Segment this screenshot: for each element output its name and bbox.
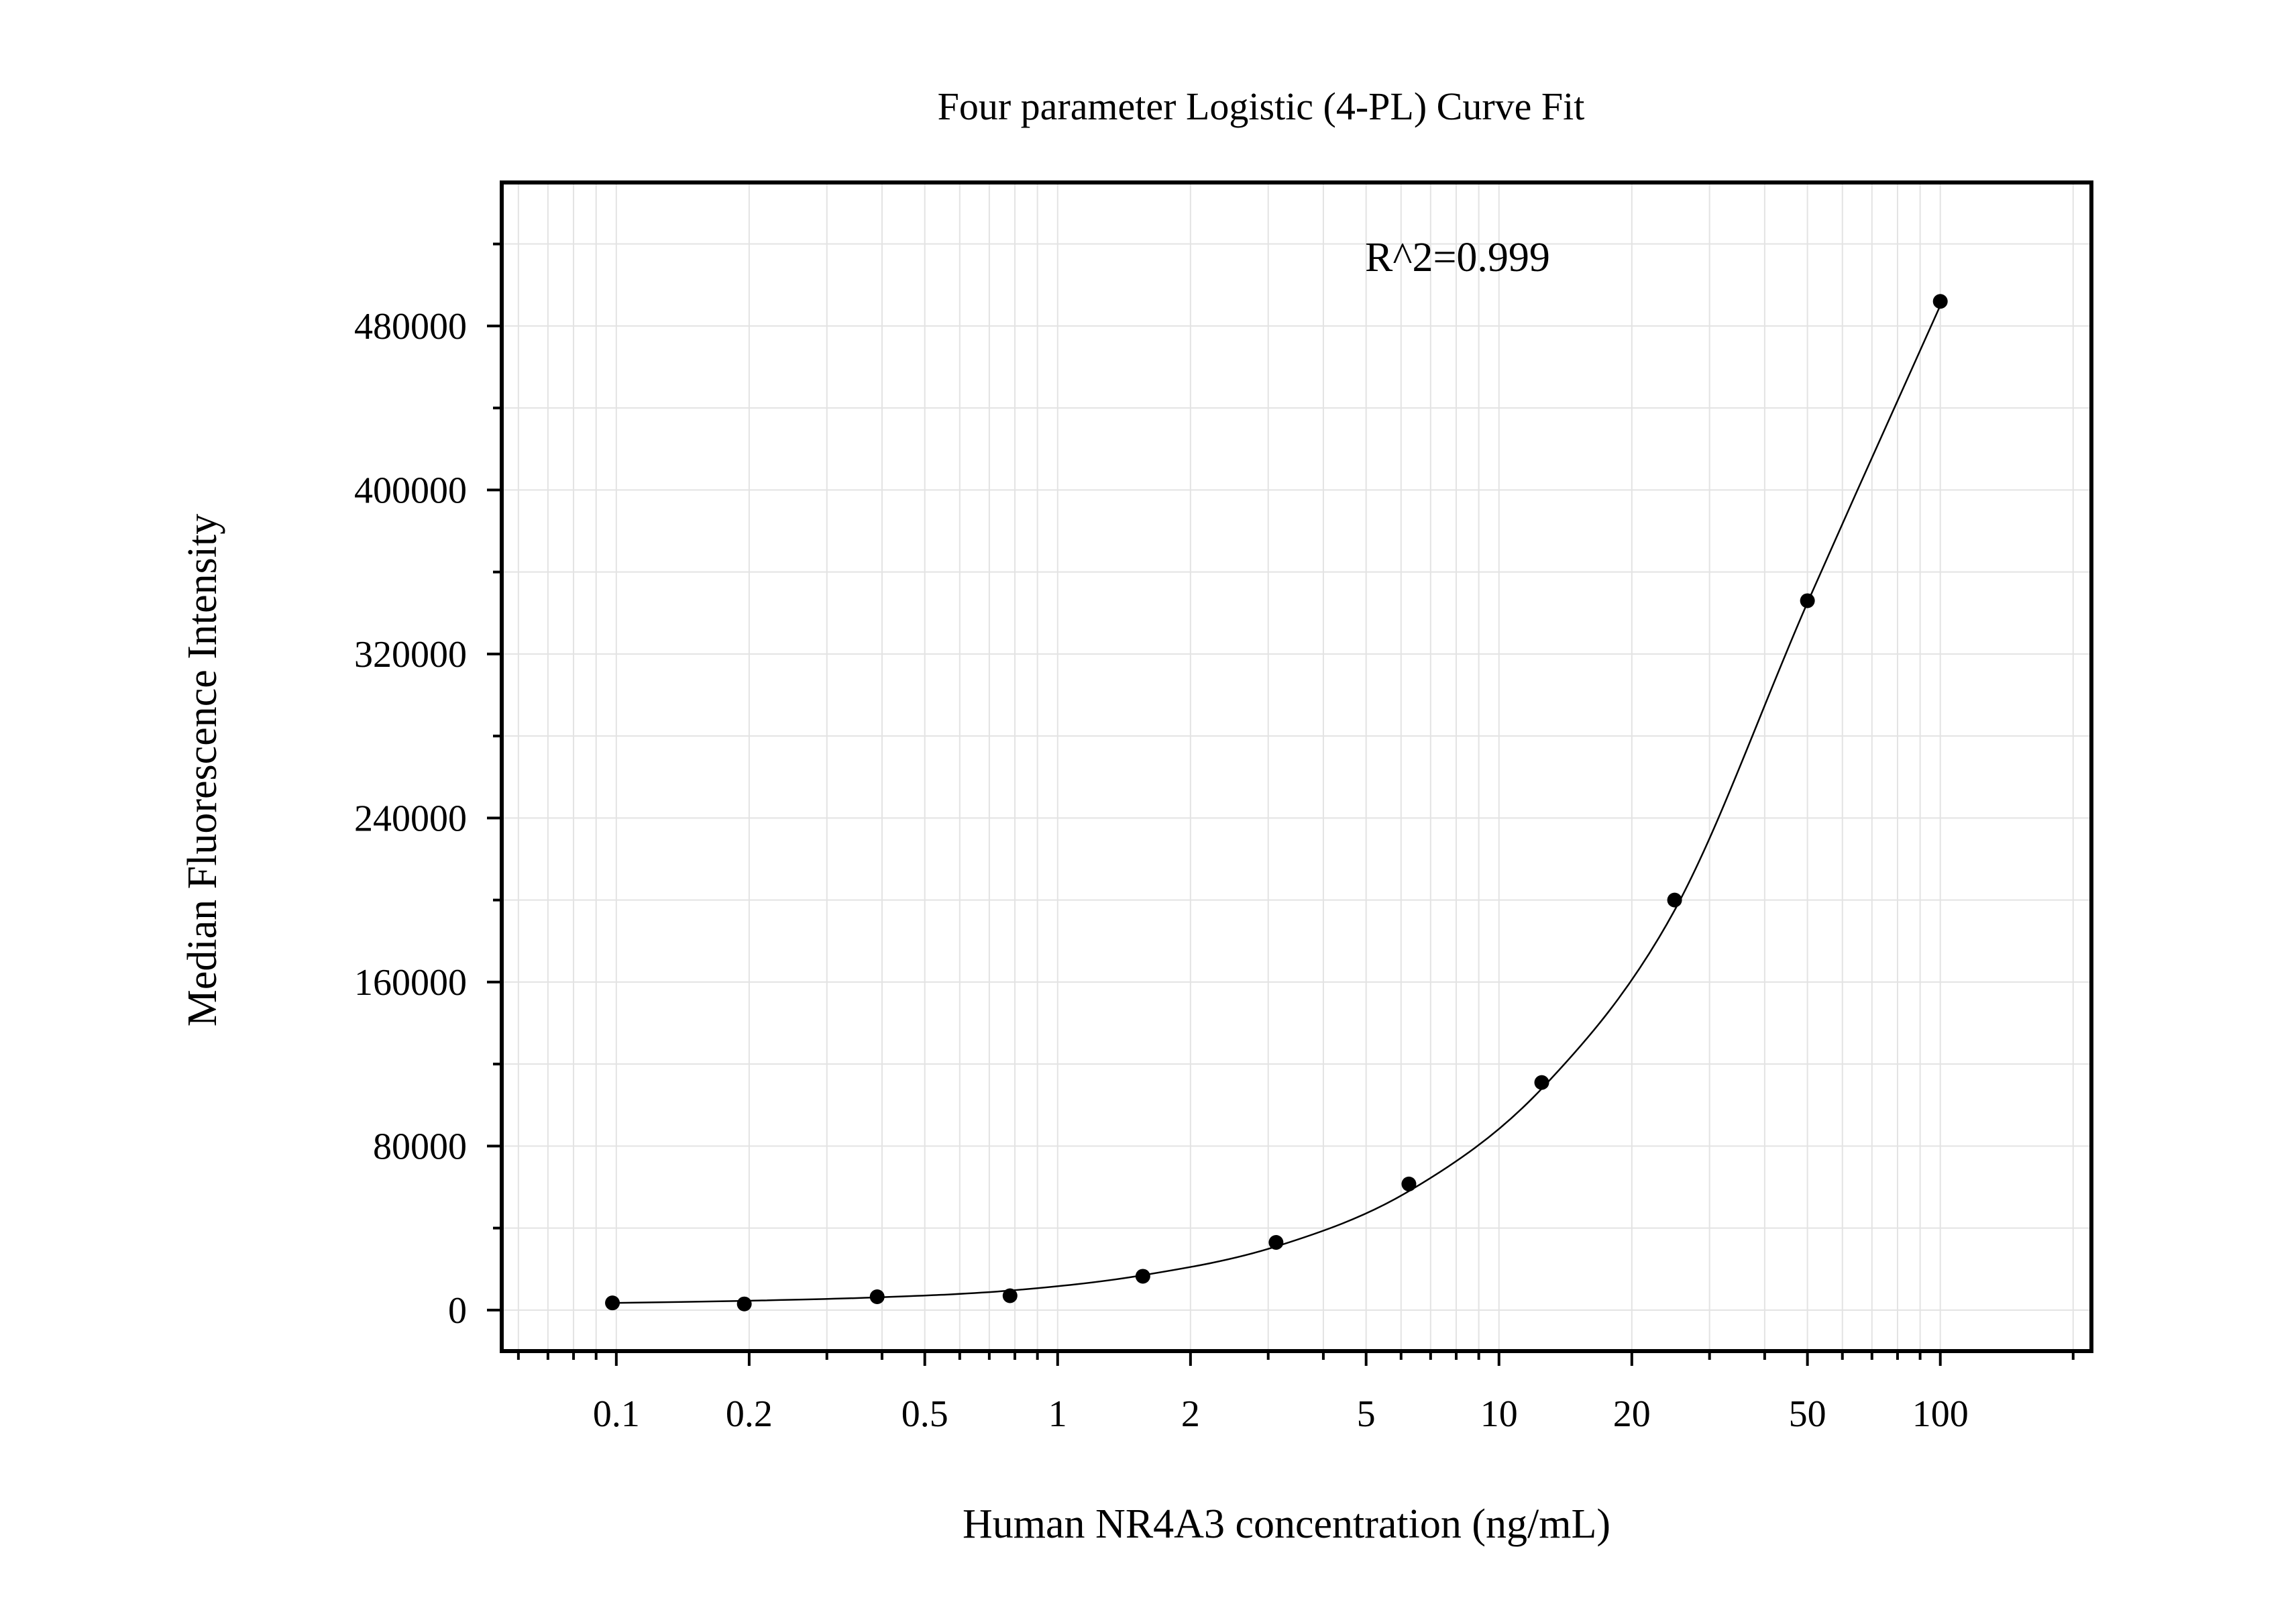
data-point xyxy=(736,1296,752,1312)
y-tick-label: 320000 xyxy=(354,634,467,676)
chart-title: Four parameter Logistic (4-PL) Curve Fit xyxy=(938,85,1585,128)
data-point xyxy=(1268,1235,1284,1250)
x-tick-label: 5 xyxy=(1357,1393,1376,1435)
plot-frame xyxy=(500,180,2093,1353)
data-point xyxy=(1932,294,1948,309)
y-tick-label: 240000 xyxy=(354,798,467,839)
data-points xyxy=(605,294,1948,1312)
x-tick-label: 10 xyxy=(1480,1393,1518,1435)
x-tick-label: 0.1 xyxy=(593,1393,640,1435)
x-tick-label: 2 xyxy=(1181,1393,1200,1435)
data-point xyxy=(1800,593,1815,608)
data-point xyxy=(1135,1269,1150,1284)
x-tick-label: 50 xyxy=(1789,1393,1826,1435)
data-point xyxy=(1401,1176,1417,1191)
y-tick-label: 0 xyxy=(448,1290,467,1332)
data-point xyxy=(1534,1075,1549,1090)
grid-layer xyxy=(502,182,2091,1351)
y-tick-label: 80000 xyxy=(373,1126,467,1167)
fit-curve xyxy=(612,305,1941,1304)
x-tick-label: 0.2 xyxy=(726,1393,773,1435)
data-point xyxy=(1667,892,1682,908)
data-point xyxy=(1002,1288,1018,1303)
y-axis-label: Median Fluorescence Intensity xyxy=(180,514,225,1026)
data-point xyxy=(605,1295,620,1311)
tick-layer: 0.1 0.2 0.5 1 2 5 10 20 50 100 0 80000 160000 240000 3… xyxy=(354,242,2075,1435)
y-tick-label: 480000 xyxy=(354,306,467,347)
x-tick-label: 20 xyxy=(1613,1393,1651,1435)
r-squared-annotation: R^2=0.999 xyxy=(1365,235,1550,280)
y-tick-label: 160000 xyxy=(354,962,467,1004)
data-point xyxy=(869,1289,885,1305)
x-tick-label: 100 xyxy=(1912,1393,1969,1435)
x-axis-label: Human NR4A3 concentration (ng/mL) xyxy=(963,1501,1610,1547)
x-tick-label: 1 xyxy=(1048,1393,1067,1435)
x-tick-label: 0.5 xyxy=(901,1393,948,1435)
y-tick-label: 400000 xyxy=(354,470,467,511)
